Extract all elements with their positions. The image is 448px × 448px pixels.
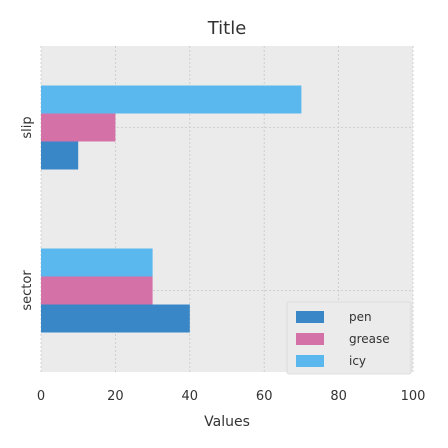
- x-axis-ticks: 0 20 40 60 80 100: [37, 389, 426, 404]
- bar-sector-pen: [41, 304, 190, 333]
- bar-slip-pen: [41, 141, 79, 170]
- legend-swatch-icy: [296, 355, 324, 367]
- legend-label-icy: icy: [349, 354, 366, 368]
- legend-label-pen: pen: [349, 310, 372, 324]
- y-category-label-sector: sector: [20, 270, 35, 311]
- bar-slip-grease: [41, 113, 116, 142]
- x-tick-label-80: 80: [330, 389, 347, 404]
- x-tick-label-100: 100: [401, 389, 426, 404]
- legend-swatch-grease: [296, 333, 324, 345]
- bar-sector-grease: [41, 276, 153, 305]
- x-tick-label-60: 60: [256, 389, 273, 404]
- x-axis-label: Values: [204, 414, 250, 430]
- x-tick-label-40: 40: [182, 389, 199, 404]
- chart-title: Title: [207, 18, 247, 39]
- y-category-label-slip: slip: [20, 116, 35, 138]
- bar-slip-icy: [41, 85, 302, 114]
- legend: pen grease icy: [286, 301, 412, 375]
- x-tick-label-0: 0: [37, 389, 45, 404]
- legend-label-grease: grease: [349, 332, 390, 346]
- x-tick-label-20: 20: [107, 389, 124, 404]
- y-axis-category-labels: sector slip: [20, 116, 35, 310]
- bar-sector-icy: [41, 248, 153, 277]
- bars: [41, 85, 302, 333]
- legend-swatch-pen: [296, 311, 324, 323]
